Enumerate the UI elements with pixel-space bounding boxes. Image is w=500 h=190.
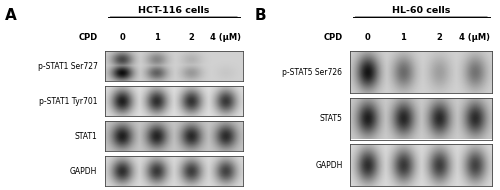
Text: HCT-116 cells: HCT-116 cells (138, 6, 210, 15)
Text: 4 (μM): 4 (μM) (210, 33, 241, 43)
Text: 2: 2 (188, 33, 194, 43)
Text: GAPDH: GAPDH (70, 167, 98, 176)
Text: CPD: CPD (78, 33, 98, 43)
Text: CPD: CPD (323, 33, 342, 43)
Text: STAT1: STAT1 (75, 132, 98, 141)
Text: HL-60 cells: HL-60 cells (392, 6, 450, 15)
Text: 4 (μM): 4 (μM) (459, 33, 490, 43)
Text: 0: 0 (365, 33, 370, 43)
Text: B: B (255, 8, 266, 23)
Text: 1: 1 (400, 33, 406, 43)
Text: 1: 1 (154, 33, 160, 43)
Text: 2: 2 (436, 33, 442, 43)
Text: p-STAT5 Ser726: p-STAT5 Ser726 (282, 68, 343, 77)
Text: STAT5: STAT5 (320, 114, 342, 123)
Text: p-STAT1 Ser727: p-STAT1 Ser727 (38, 62, 98, 71)
Text: p-STAT1 Tyr701: p-STAT1 Tyr701 (39, 97, 98, 106)
Text: A: A (5, 8, 17, 23)
Text: GAPDH: GAPDH (315, 161, 342, 170)
Text: 0: 0 (120, 33, 125, 43)
